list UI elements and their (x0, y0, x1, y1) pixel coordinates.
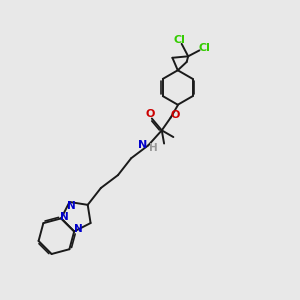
Text: N: N (137, 140, 147, 150)
Text: O: O (146, 110, 155, 119)
Text: N: N (74, 224, 82, 234)
Text: N: N (67, 201, 75, 211)
Text: Cl: Cl (199, 43, 211, 53)
Text: N: N (60, 212, 68, 222)
Text: H: H (149, 143, 158, 153)
Text: Cl: Cl (173, 35, 185, 45)
Text: O: O (170, 110, 179, 120)
